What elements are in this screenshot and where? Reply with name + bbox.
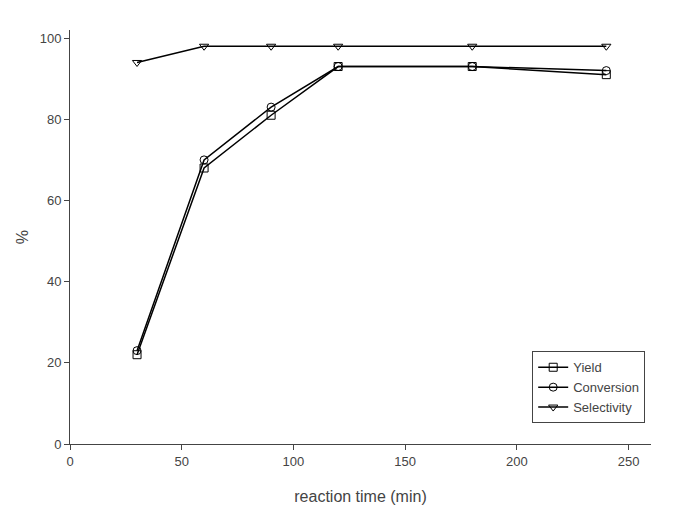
svg-text:20: 20	[47, 355, 61, 370]
svg-text:60: 60	[47, 193, 61, 208]
svg-text:100: 100	[283, 454, 305, 469]
svg-text:Conversion: Conversion	[573, 380, 639, 395]
svg-text:0: 0	[66, 454, 73, 469]
svg-text:80: 80	[47, 112, 61, 127]
svg-text:200: 200	[506, 454, 528, 469]
svg-text:40: 40	[47, 274, 61, 289]
svg-text:reaction time (min): reaction time (min)	[294, 488, 426, 505]
svg-text:150: 150	[394, 454, 416, 469]
svg-text:%: %	[14, 230, 31, 244]
svg-text:Yield: Yield	[573, 360, 601, 375]
svg-text:0: 0	[54, 437, 61, 452]
svg-text:Selectivity: Selectivity	[573, 400, 632, 415]
svg-text:250: 250	[618, 454, 640, 469]
svg-text:100: 100	[40, 31, 62, 46]
svg-text:50: 50	[174, 454, 188, 469]
